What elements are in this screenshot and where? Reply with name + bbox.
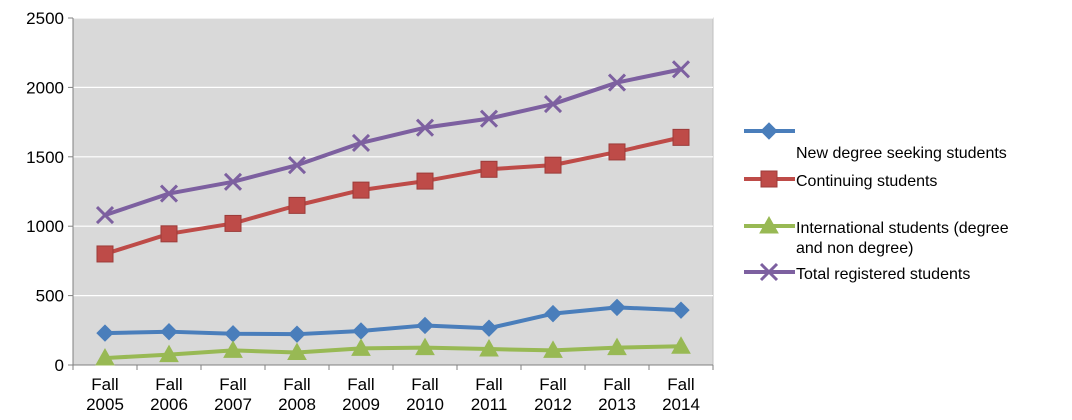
- data-point: [544, 156, 562, 174]
- x-tick-label: 2008: [278, 395, 316, 414]
- data-point: [288, 325, 306, 343]
- data-point: [480, 319, 498, 337]
- x-tick-label: Fall: [603, 375, 630, 394]
- data-point: [672, 128, 690, 146]
- y-tick-label: 1500: [26, 148, 64, 167]
- series-line: [103, 305, 683, 337]
- x-tick-label: Fall: [219, 375, 246, 394]
- legend-item: New degree seeking students: [744, 122, 1007, 162]
- x-tick-label: 2014: [662, 395, 700, 414]
- x-tick-label: Fall: [539, 375, 566, 394]
- legend-label: and non degree): [796, 240, 913, 257]
- data-point: [415, 337, 435, 356]
- x-tick-label: 2007: [214, 395, 252, 414]
- x-tick-label: Fall: [347, 375, 374, 394]
- x-tick-label: 2013: [598, 395, 636, 414]
- data-point: [415, 118, 435, 137]
- legend-label: International students (degree: [796, 220, 1009, 237]
- data-point: [543, 340, 563, 358]
- data-point: [607, 73, 627, 92]
- data-point: [479, 109, 499, 128]
- legend-marker: [759, 262, 779, 282]
- y-tick-label: 500: [36, 287, 64, 306]
- x-tick-label: Fall: [155, 375, 182, 394]
- x-tick-label: 2009: [342, 395, 380, 414]
- x-tick-label: 2005: [86, 395, 124, 414]
- data-point: [96, 245, 114, 263]
- legend-label: New degree seeking students: [796, 145, 1007, 162]
- data-point: [480, 160, 498, 178]
- legend-marker: [760, 170, 778, 188]
- x-tick-label: Fall: [667, 375, 694, 394]
- data-point: [159, 184, 179, 203]
- x-tick-label: 2006: [150, 395, 188, 414]
- data-point: [288, 196, 306, 214]
- data-point: [95, 348, 115, 366]
- data-point: [160, 225, 178, 243]
- legend-marker: [759, 215, 779, 234]
- data-point: [543, 94, 563, 114]
- legend: New degree seeking students Continuing st…: [744, 122, 1009, 283]
- data-point: [224, 214, 242, 232]
- legend-label: Total registered students: [796, 266, 970, 283]
- x-tick-label: Fall: [411, 375, 438, 394]
- x-tick-label: Fall: [475, 375, 502, 394]
- y-tick-label: 2000: [26, 78, 64, 97]
- data-point: [287, 156, 307, 175]
- y-tick-label: 2500: [26, 9, 64, 28]
- x-tick-label: 2011: [471, 395, 508, 414]
- data-point: [223, 340, 243, 358]
- y-tick-label: 1000: [26, 217, 64, 236]
- data-point: [671, 60, 691, 79]
- series-3: [95, 60, 691, 225]
- legend-item: Continuing students: [744, 170, 937, 190]
- data-point: [671, 336, 691, 354]
- series-line: [103, 67, 683, 218]
- x-tick-label: Fall: [283, 375, 310, 394]
- data-point: [672, 301, 690, 319]
- x-tick-label: 2012: [534, 395, 572, 414]
- data-point: [544, 304, 562, 323]
- data-point: [479, 339, 499, 357]
- legend-item: International students (degree and non de…: [744, 215, 1009, 257]
- data-point: [416, 172, 434, 190]
- data-point: [223, 172, 243, 191]
- data-point: [351, 338, 371, 356]
- data-point: [607, 337, 627, 356]
- series-line: [103, 344, 683, 361]
- data-point: [351, 133, 371, 152]
- x-tick-label: Fall: [91, 375, 118, 394]
- series-0: [96, 298, 690, 343]
- data-point: [608, 143, 626, 161]
- data-point: [160, 322, 178, 341]
- x-tick-label: 2010: [406, 395, 444, 414]
- series-1: [96, 128, 690, 263]
- legend-marker: [760, 122, 778, 140]
- series-2: [95, 336, 691, 366]
- data-point: [287, 342, 307, 361]
- data-point: [352, 181, 370, 199]
- data-point: [95, 206, 115, 225]
- series-line: [103, 135, 683, 256]
- legend-label: Continuing students: [796, 173, 937, 190]
- y-tick-label: 0: [55, 356, 64, 375]
- data-point: [416, 316, 434, 335]
- legend-item: Total registered students: [744, 262, 970, 283]
- data-point: [96, 324, 114, 342]
- data-point: [159, 344, 179, 363]
- data-point: [608, 298, 626, 317]
